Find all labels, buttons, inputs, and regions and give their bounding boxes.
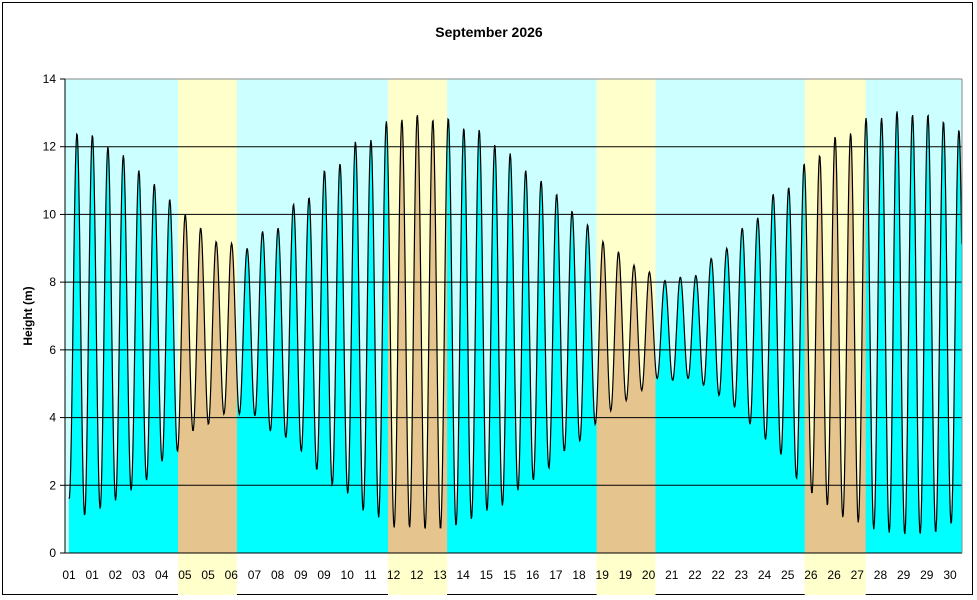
x-tick-label: 30 <box>943 568 957 582</box>
x-tick-label: 10 <box>341 568 355 582</box>
x-tick-label: 19 <box>619 568 633 582</box>
x-tick-label: 17 <box>549 568 563 582</box>
x-tick-label: 06 <box>225 568 239 582</box>
chart-title: September 2026 <box>435 24 543 40</box>
x-tick-label: 05 <box>201 568 215 582</box>
x-tick-label: 26 <box>804 568 818 582</box>
x-tick-label: 12 <box>387 568 401 582</box>
highlight-band-axis <box>178 553 237 595</box>
x-tick-label: 29 <box>897 568 911 582</box>
x-tick-label: 22 <box>688 568 702 582</box>
x-tick-label: 11 <box>364 568 377 582</box>
y-tick-label: 10 <box>43 207 57 221</box>
x-tick-label: 03 <box>132 568 146 582</box>
y-tick-label: 2 <box>49 478 56 492</box>
x-tick-label: 01 <box>62 568 76 582</box>
x-tick-label: 08 <box>271 568 285 582</box>
x-tick-label: 15 <box>480 568 494 582</box>
highlight-band-axis <box>596 553 656 595</box>
y-axis-label: Height (m) <box>21 286 35 345</box>
x-tick-label: 18 <box>572 568 586 582</box>
x-tick-label: 16 <box>526 568 540 582</box>
x-tick-label: 07 <box>248 568 262 582</box>
tide-area <box>68 111 962 554</box>
tide-line <box>68 111 963 535</box>
x-tick-label: 09 <box>294 568 308 582</box>
y-tick-label: 4 <box>49 411 56 425</box>
x-tick-label: 09 <box>317 568 331 582</box>
x-tick-label: 20 <box>642 568 656 582</box>
y-tick-label: 0 <box>49 546 56 560</box>
x-tick-label: 29 <box>920 568 934 582</box>
y-tick-label: 12 <box>43 140 57 154</box>
highlight-band-axis <box>387 553 448 595</box>
x-tick-label: 28 <box>874 568 888 582</box>
x-tick-label: 26 <box>827 568 841 582</box>
y-tick-label: 8 <box>49 275 56 289</box>
x-tick-label: 19 <box>596 568 610 582</box>
x-tick-label: 14 <box>456 568 470 582</box>
x-tick-label: 27 <box>851 568 865 582</box>
x-tick-label: 24 <box>758 568 772 582</box>
x-tick-label: 12 <box>410 568 424 582</box>
x-tick-label: 04 <box>155 568 169 582</box>
y-tick-label: 6 <box>49 343 56 357</box>
y-tick-label: 14 <box>43 72 57 86</box>
x-tick-label: 22 <box>711 568 725 582</box>
x-tick-label: 01 <box>86 568 100 582</box>
x-tick-label: 15 <box>503 568 517 582</box>
x-tick-label: 13 <box>433 568 447 582</box>
highlight-band-axis <box>804 553 866 595</box>
x-tick-label: 05 <box>178 568 192 582</box>
x-tick-label: 25 <box>781 568 795 582</box>
x-tick-label: 23 <box>735 568 749 582</box>
x-tick-label: 02 <box>109 568 123 582</box>
x-tick-label: 21 <box>665 568 679 582</box>
